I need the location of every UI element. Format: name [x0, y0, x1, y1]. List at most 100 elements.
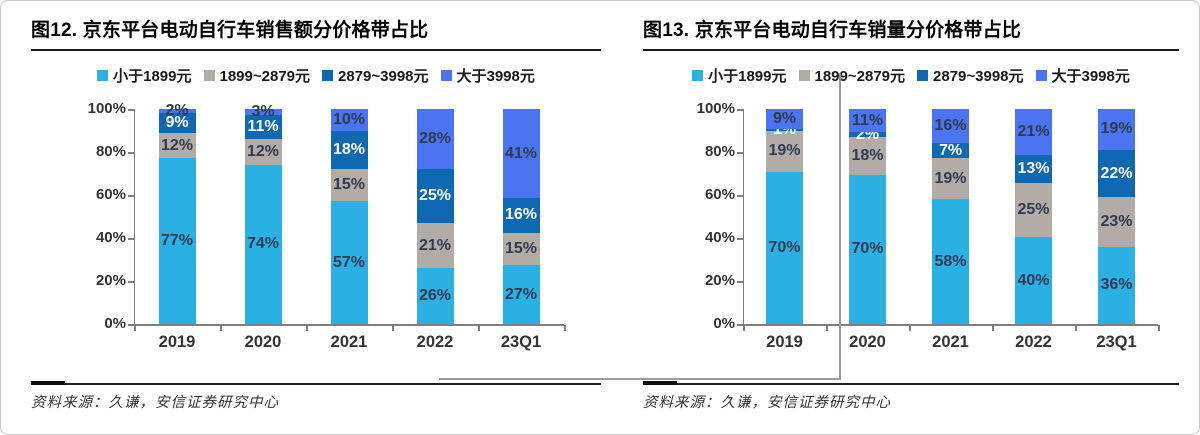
- bar-segment: [1015, 109, 1052, 155]
- y-axis-tick-label: 80%: [95, 143, 126, 160]
- category-label: 2021: [932, 333, 969, 351]
- figure-12-source-block: 资料来源：久谦，安信证券研究中心: [31, 381, 601, 412]
- y-axis-tick: [128, 195, 134, 197]
- bar-segment: [1015, 182, 1052, 238]
- y-axis-line: [134, 109, 135, 324]
- legend-item: 2879~3998元: [322, 65, 429, 86]
- bar-segment: [849, 174, 886, 324]
- bar-segment: [766, 109, 803, 129]
- bar-segment: [849, 109, 886, 133]
- bar-segment: [849, 132, 886, 137]
- figure-12-legend: 小于1899元 1899~2879元 2879~3998元 大于3998元: [31, 65, 601, 85]
- legend-marker-icon: [97, 69, 109, 81]
- y-axis-tick: [737, 281, 743, 283]
- y-axis-tick-label: 40%: [95, 229, 126, 246]
- y-axis-tick-label: 100%: [696, 100, 735, 117]
- bar-segment: [932, 158, 969, 200]
- x-axis-tick: [909, 325, 911, 331]
- bar-segment: [1098, 149, 1135, 198]
- legend-label: 大于3998元: [1051, 67, 1130, 85]
- figure-12-stacked-bar-chart: 0% 20% 40% 60% 80% 100% 2019 77% 12% 9% 2% 2020 74% 1…: [31, 100, 601, 389]
- legend-marker-icon: [322, 69, 333, 81]
- bar-segment: [1098, 109, 1135, 150]
- y-axis-tick-label: 60%: [95, 186, 126, 203]
- y-axis-tick: [128, 152, 134, 154]
- legend-item: 小于1899元: [97, 65, 192, 86]
- x-axis-tick: [306, 325, 308, 331]
- category-label: 2021: [330, 333, 368, 351]
- category-label: 2022: [416, 333, 454, 351]
- x-axis-tick: [743, 325, 745, 331]
- x-axis-tick: [392, 325, 394, 331]
- legend-item: 1899~2879元: [203, 65, 310, 86]
- bar-segment: [1098, 246, 1135, 324]
- category-label: 23Q1: [1096, 333, 1137, 351]
- bar-segment: [416, 109, 454, 170]
- y-axis-tick: [737, 324, 743, 326]
- bar-segment: [244, 139, 282, 165]
- x-axis-tick: [564, 325, 566, 331]
- bar-segment: [502, 265, 540, 324]
- y-axis-tick-label: 20%: [95, 272, 126, 289]
- legend-label: 小于1899元: [708, 67, 787, 85]
- category-label: 2019: [158, 333, 196, 351]
- bar-segment: [158, 113, 196, 133]
- figure-13-legend: 小于1899元 1899~2879元 2879~3998元 大于3998元: [643, 65, 1179, 85]
- legend-item: 1899~2879元: [798, 65, 905, 86]
- bar-segment: [244, 115, 282, 140]
- legend-marker-icon: [692, 69, 704, 81]
- x-axis-tick: [220, 325, 222, 331]
- bar-segment: [932, 199, 969, 324]
- bar-segment: [330, 169, 368, 202]
- bar-segment: [244, 109, 282, 116]
- bar-segment: [1098, 197, 1135, 247]
- bar-segment: [1015, 237, 1052, 324]
- y-axis-tick-label: 80%: [704, 143, 735, 160]
- y-axis-tick-label: 100%: [87, 100, 126, 117]
- bar-segment: [158, 132, 196, 159]
- x-axis-tick: [478, 325, 480, 331]
- y-axis-tick-label: 40%: [704, 229, 735, 246]
- figure-13-panel: 图13. 京东平台电动自行车销量分价格带占比 小于1899元 1899~2879元…: [643, 15, 1179, 427]
- y-axis-tick-label: 0%: [104, 315, 126, 332]
- y-axis-tick-label: 0%: [713, 315, 735, 332]
- figure-13-stacked-bar-chart: 0% 20% 40% 60% 80% 100% 2019 70% 19% 1% 9% 2020 70% 1…: [643, 100, 1179, 389]
- legend-label: 大于3998元: [456, 67, 535, 85]
- bar-segment: [330, 130, 368, 170]
- category-label: 2022: [1015, 333, 1052, 351]
- legend-item: 2879~3998元: [917, 65, 1024, 86]
- y-axis-tick: [128, 109, 134, 111]
- y-axis-tick-label: 60%: [704, 186, 735, 203]
- x-axis-tick: [826, 325, 828, 331]
- legend-item: 大于3998元: [440, 65, 535, 86]
- legend-label: 小于1899元: [113, 67, 192, 85]
- y-axis-line: [743, 109, 744, 324]
- figure-12-title: 图12. 京东平台电动自行车销售额分价格带占比: [31, 15, 601, 51]
- bar-segment: [416, 222, 454, 269]
- figure-13-bottom-rule: [643, 381, 1179, 385]
- x-axis-tick: [1158, 325, 1160, 331]
- category-label: 2019: [766, 333, 803, 351]
- bar-segment: [766, 171, 803, 324]
- category-label: 2020: [849, 333, 886, 351]
- legend-marker-icon: [203, 69, 215, 81]
- y-axis-tick: [737, 238, 743, 240]
- legend-item: 小于1899元: [692, 65, 787, 86]
- x-axis-tick: [1075, 325, 1077, 331]
- bar-segment: [502, 109, 540, 199]
- bar-segment: [502, 232, 540, 266]
- x-axis-tick: [992, 325, 994, 331]
- figure-13-source-block: 资料来源：久谦，安信证券研究中心: [643, 381, 1179, 412]
- figure-13-title: 图13. 京东平台电动自行车销量分价格带占比: [643, 15, 1179, 51]
- legend-marker-icon: [917, 69, 928, 81]
- figure-12-bottom-rule: [31, 381, 601, 385]
- x-axis-line: [743, 324, 1158, 326]
- bar-segment: [416, 169, 454, 223]
- legend-marker-icon: [1035, 69, 1047, 81]
- y-axis-tick: [737, 152, 743, 154]
- y-axis-tick: [737, 195, 743, 197]
- y-axis-tick-label: 20%: [704, 272, 735, 289]
- bar-segment: [502, 198, 540, 233]
- figure-12-panel: 图12. 京东平台电动自行车销售额分价格带占比 小于1899元 1899~2879…: [31, 15, 601, 427]
- bar-segment: [416, 268, 454, 324]
